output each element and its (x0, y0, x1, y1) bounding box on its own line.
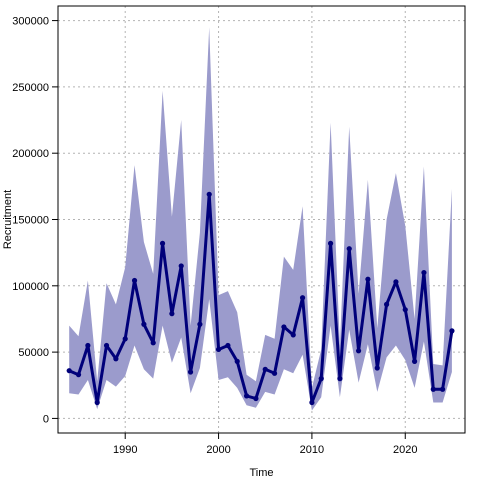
data-point (66, 368, 72, 374)
data-point (150, 340, 156, 346)
data-point (318, 376, 324, 382)
y-tick-label: 200000 (12, 148, 49, 160)
data-point (215, 346, 222, 353)
x-tick-label: 2000 (206, 444, 230, 456)
y-tick-label: 250000 (12, 82, 49, 94)
x-tick-label: 2010 (300, 444, 324, 456)
data-point (411, 358, 418, 364)
y-tick-label: 100000 (12, 281, 49, 293)
data-point (430, 386, 436, 392)
data-point (206, 191, 212, 197)
y-tick-label: 50000 (18, 347, 49, 359)
data-point (281, 324, 287, 330)
series-points-layer (66, 191, 455, 406)
data-point (94, 399, 100, 406)
data-point (346, 246, 352, 252)
data-point (365, 276, 371, 282)
data-point (197, 321, 203, 327)
y-tick-label: 150000 (12, 215, 49, 227)
x-axis: 1990 2000 2010 2020 (113, 433, 417, 456)
data-point (421, 269, 427, 276)
series-line-layer (68, 192, 454, 404)
data-point (355, 348, 362, 354)
data-point (85, 342, 91, 349)
x-tick-label: 2020 (393, 444, 417, 456)
series-line (68, 192, 454, 404)
data-point (271, 370, 278, 376)
data-point (393, 279, 399, 285)
data-point (299, 295, 306, 301)
data-point (103, 342, 110, 349)
data-point (234, 358, 240, 364)
y-axis: 0 50000 100000 150000 200000 250000 300000 (12, 16, 58, 425)
data-point (225, 342, 231, 349)
data-point (243, 393, 250, 399)
data-point (290, 332, 296, 338)
confidence-band (69, 27, 452, 411)
data-point (159, 240, 166, 246)
data-point (253, 395, 259, 402)
data-point (113, 356, 119, 362)
data-point (169, 311, 175, 317)
data-point (374, 365, 380, 371)
y-axis-title: Recruitment (2, 190, 14, 249)
x-tick-label: 1990 (113, 444, 137, 456)
y-tick-label: 0 (43, 413, 49, 425)
data-point (122, 336, 128, 342)
data-point (449, 328, 455, 334)
data-point (327, 240, 334, 246)
data-point (141, 321, 147, 327)
x-axis-title: Time (249, 467, 273, 479)
data-point (337, 376, 343, 382)
data-point (439, 386, 446, 392)
data-point (262, 366, 268, 372)
data-point (131, 277, 138, 284)
data-point (309, 399, 315, 406)
data-point (187, 369, 194, 375)
data-point (402, 307, 408, 313)
confidence-band-layer (69, 27, 452, 411)
y-tick-label: 300000 (12, 16, 49, 28)
data-point (383, 301, 390, 307)
data-point (178, 263, 184, 269)
data-point (75, 372, 82, 378)
